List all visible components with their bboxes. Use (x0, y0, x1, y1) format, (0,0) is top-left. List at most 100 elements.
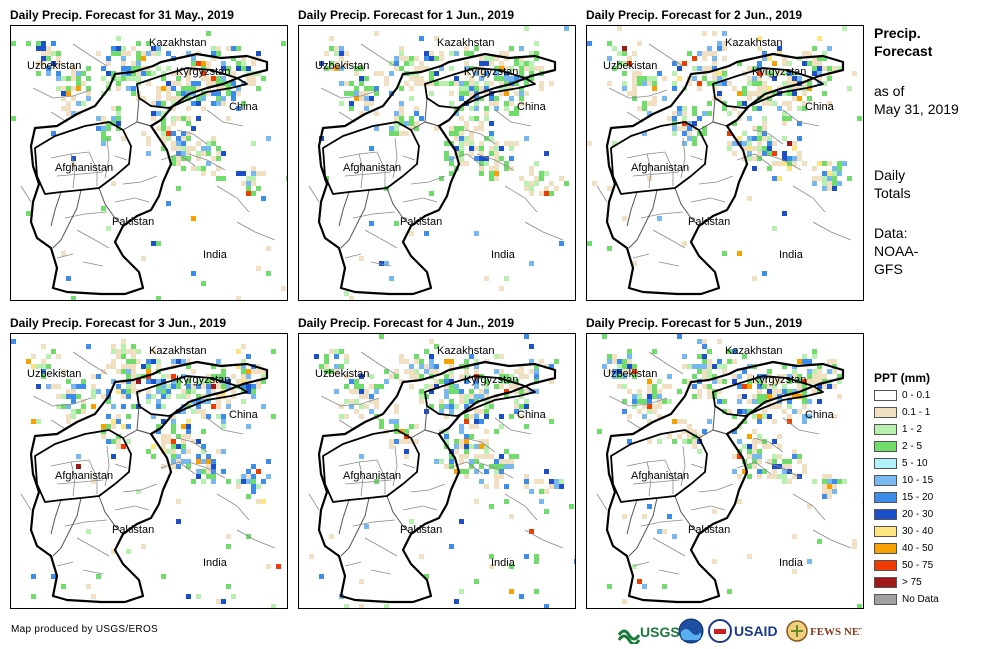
usgs-logo: USGS (617, 618, 682, 646)
noaa-logo-icon (678, 618, 704, 644)
pakistan-label: Pakistan (112, 216, 154, 228)
data-line1: Data: (874, 225, 908, 241)
afghanistan-outline (34, 429, 132, 503)
afghanistan-outline (610, 429, 708, 503)
legend-label: > 75 (902, 577, 922, 588)
map-frame: Kazakhstan Uzbekistan Kyrgyzstan China Afgha… (298, 333, 576, 609)
province-boundaries (20, 351, 276, 575)
province-boundaries (308, 351, 564, 575)
data-line3: GFS (874, 261, 903, 277)
kazakhstan-label: Kazakhstan (437, 345, 494, 357)
panel-title: Daily Precip. Forecast for 5 Jun., 2019 (586, 316, 803, 330)
map-frame: Kazakhstan Uzbekistan Kyrgyzstan China Afgha… (586, 333, 864, 609)
legend-label: 0.1 - 1 (902, 407, 931, 418)
india-label: India (491, 557, 516, 569)
legend-swatch (874, 594, 897, 605)
uzbekistan-label: Uzbekistan (27, 368, 81, 380)
panel-title: Daily Precip. Forecast for 1 Jun., 2019 (298, 8, 515, 22)
precip-cells (11, 339, 281, 608)
china-label: China (229, 101, 259, 113)
usaid-logo-text: USAID (734, 623, 778, 639)
legend-swatch (874, 441, 897, 452)
legend-swatch (874, 577, 897, 588)
afghanistan-label: Afghanistan (55, 470, 113, 482)
legend-swatch (874, 560, 897, 571)
panel-title: Daily Precip. Forecast for 31 May., 2019 (10, 8, 234, 22)
legend-swatch (874, 543, 897, 554)
legend-label: 40 - 50 (902, 543, 934, 554)
totals-line2: Totals (874, 185, 911, 201)
afghanistan-label: Afghanistan (343, 470, 401, 482)
usgs-logo-text: USGS (640, 624, 680, 640)
kyrgyzstan-outline (424, 375, 536, 417)
panel-title: Daily Precip. Forecast for 2 Jun., 2019 (586, 8, 803, 22)
kyrgyzstan-label: Kyrgyzstan (176, 374, 230, 386)
totals-line1: Daily (874, 167, 906, 183)
sidebar-title-line2: Forecast (874, 43, 933, 59)
china-label: China (517, 409, 547, 421)
province-boundaries (20, 43, 276, 267)
kazakhstan-label: Kazakhstan (437, 37, 494, 49)
afghanistan-outline (322, 121, 420, 195)
legend-label: 50 - 75 (902, 560, 934, 571)
region-outline (605, 360, 845, 604)
region-outline (605, 52, 845, 296)
fews-net-logo: FEWS NET (786, 618, 867, 644)
uzbekistan-label: Uzbekistan (315, 60, 369, 72)
pakistan-label: Pakistan (112, 524, 154, 536)
legend-swatch (874, 407, 897, 418)
india-label: India (203, 249, 228, 261)
pakistan-label: Pakistan (400, 524, 442, 536)
china-label: China (517, 101, 547, 113)
uzbekistan-label: Uzbekistan (603, 368, 657, 380)
precip-cells (319, 26, 569, 300)
legend-swatch (874, 424, 897, 435)
china-label: China (805, 409, 835, 421)
kyrgyzstan-label: Kyrgyzstan (464, 374, 518, 386)
pakistan-label: Pakistan (688, 524, 730, 536)
legend-title: PPT (mm) (874, 371, 931, 385)
country-boundaries (50, 97, 152, 249)
uzbekistan-label: Uzbekistan (315, 368, 369, 380)
afghanistan-outline (610, 121, 708, 195)
kyrgyzstan-outline (712, 67, 824, 109)
legend-label: 5 - 10 (902, 458, 928, 469)
afghanistan-label: Afghanistan (631, 162, 689, 174)
country-boundaries (626, 405, 728, 557)
fews-net-logo-text: FEWS NET (810, 626, 862, 638)
kyrgyzstan-outline (712, 375, 824, 417)
kyrgyzstan-outline (136, 67, 248, 109)
kazakhstan-label: Kazakhstan (149, 345, 206, 357)
uzbekistan-label: Uzbekistan (27, 60, 81, 72)
legend-label: 20 - 30 (902, 509, 934, 520)
pakistan-label: Pakistan (400, 216, 442, 228)
kyrgyzstan-label: Kyrgyzstan (752, 66, 806, 78)
region-outline (317, 52, 557, 296)
legend-swatch (874, 509, 897, 520)
sidebar-title-line1: Precip. (874, 25, 921, 41)
panel-title: Daily Precip. Forecast for 3 Jun., 2019 (10, 316, 227, 330)
precip-cells (309, 334, 575, 608)
kazakhstan-label: Kazakhstan (149, 37, 206, 49)
legend-label: 1 - 2 (902, 424, 923, 435)
china-label: China (805, 101, 835, 113)
kazakhstan-label: Kazakhstan (725, 345, 782, 357)
kyrgyzstan-label: Kyrgyzstan (464, 66, 518, 78)
region-outline (29, 360, 269, 604)
china-label: China (229, 409, 259, 421)
legend-swatch (874, 390, 897, 401)
legend-swatch (874, 526, 897, 537)
legend-swatch (874, 458, 897, 469)
legend-label: 30 - 40 (902, 526, 934, 537)
map-frame: Kazakhstan Uzbekistan Kyrgyzstan China Afgha… (10, 333, 288, 609)
usaid-logo: USAID (708, 618, 788, 644)
india-label: India (779, 557, 804, 569)
legend-label: 15 - 20 (902, 492, 934, 503)
province-boundaries (308, 43, 564, 267)
afghanistan-label: Afghanistan (55, 162, 113, 174)
forecast-info: Precip. Forecast as of May 31, 2019 Dail… (874, 24, 979, 278)
pakistan-label: Pakistan (688, 216, 730, 228)
country-boundaries (626, 97, 728, 249)
uzbekistan-label: Uzbekistan (603, 60, 657, 72)
legend-swatch (874, 475, 897, 486)
